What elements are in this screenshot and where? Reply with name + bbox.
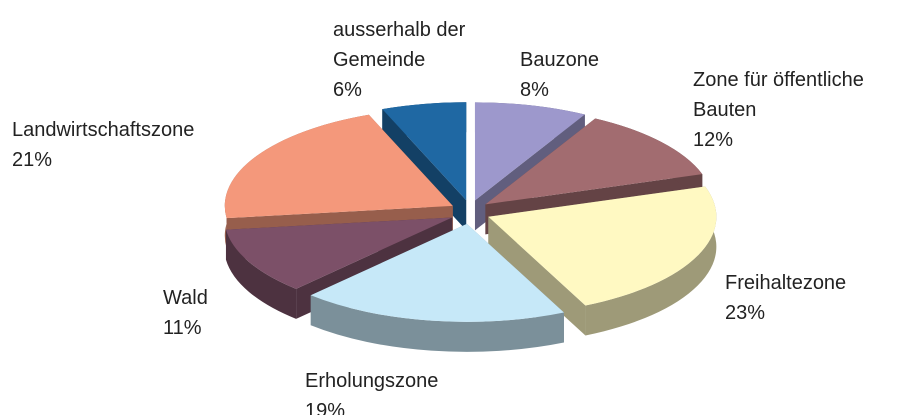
value-label: 11% (163, 317, 202, 339)
slice (488, 186, 717, 306)
value-label: 12% (693, 129, 734, 151)
value-label: 21% (12, 149, 53, 171)
slice (224, 114, 453, 219)
category-label: Landwirtschaftszone (12, 119, 195, 141)
category-label: Erholungszone (305, 370, 439, 392)
slice (225, 217, 453, 289)
category-label: Zone für öffentliche Bauten (693, 69, 864, 121)
category-label: Wald (163, 287, 208, 309)
slice-label: Landwirtschaftszone 21% (12, 115, 252, 175)
slice-wall (310, 295, 564, 352)
slice-side (488, 216, 586, 336)
slice-wall (585, 186, 717, 336)
category-label: ausserhalb der Gemeinde (333, 19, 466, 71)
slice-label: Erholungszone 19% (305, 366, 505, 415)
slice (485, 118, 703, 205)
value-label: 23% (725, 302, 766, 324)
value-label: 19% (305, 400, 346, 415)
slice (310, 223, 564, 322)
value-label: 6% (333, 79, 362, 101)
value-label: 8% (520, 79, 549, 101)
slice-label: Wald 11% (163, 283, 283, 343)
slice (382, 102, 467, 201)
slice-wall (225, 229, 297, 319)
slice-label: Zone für öffentliche Bauten 12% (693, 65, 893, 155)
slice-label: ausserhalb der Gemeinde 6% (333, 15, 483, 105)
category-label: Freihaltezone (725, 272, 847, 294)
slice (474, 102, 585, 201)
category-label: Bauzone (520, 49, 599, 71)
slice-label: Freihaltezone 23% (725, 268, 905, 328)
slice-label: Bauzone 8% (520, 45, 720, 105)
